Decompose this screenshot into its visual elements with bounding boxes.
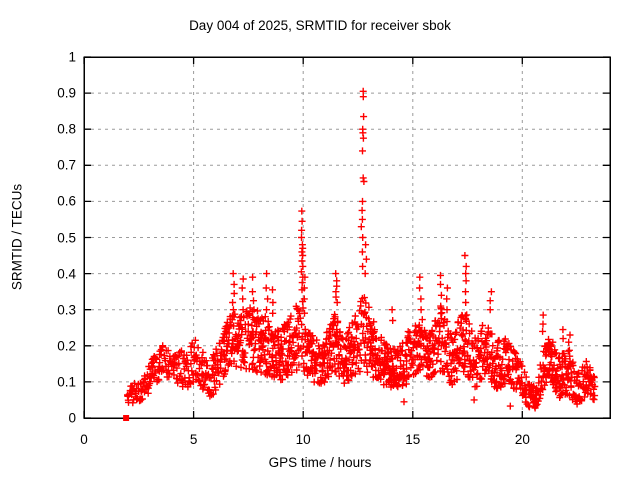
y-tick-label: 0 (68, 410, 76, 426)
y-tick-label: 0.4 (57, 266, 76, 282)
y-tick-label: 0.1 (57, 374, 76, 390)
x-tick-label: 10 (295, 432, 311, 447)
y-tick-label: 0.2 (57, 338, 76, 354)
chart-title: Day 004 of 2025, SRMTID for receiver sbo… (189, 18, 451, 33)
y-axis-label: SRMTID / TECUs (9, 183, 25, 291)
y-tick-label: 0.5 (57, 230, 76, 245)
x-tick-label: 0 (80, 432, 88, 447)
y-tick-label: 0.3 (57, 302, 76, 318)
x-axis-label: GPS time / hours (268, 455, 372, 470)
y-tick-label: 0.8 (57, 121, 76, 137)
y-tick-label: 1 (68, 49, 76, 65)
plot-area (83, 56, 611, 421)
x-tick-label: 15 (405, 432, 421, 447)
y-tick-label: 0.7 (57, 157, 76, 173)
x-tick-label: 20 (514, 432, 530, 447)
y-tick-label: 0.6 (57, 193, 76, 209)
x-tick-label: 5 (189, 432, 198, 447)
y-tick-label: 0.9 (57, 85, 76, 101)
